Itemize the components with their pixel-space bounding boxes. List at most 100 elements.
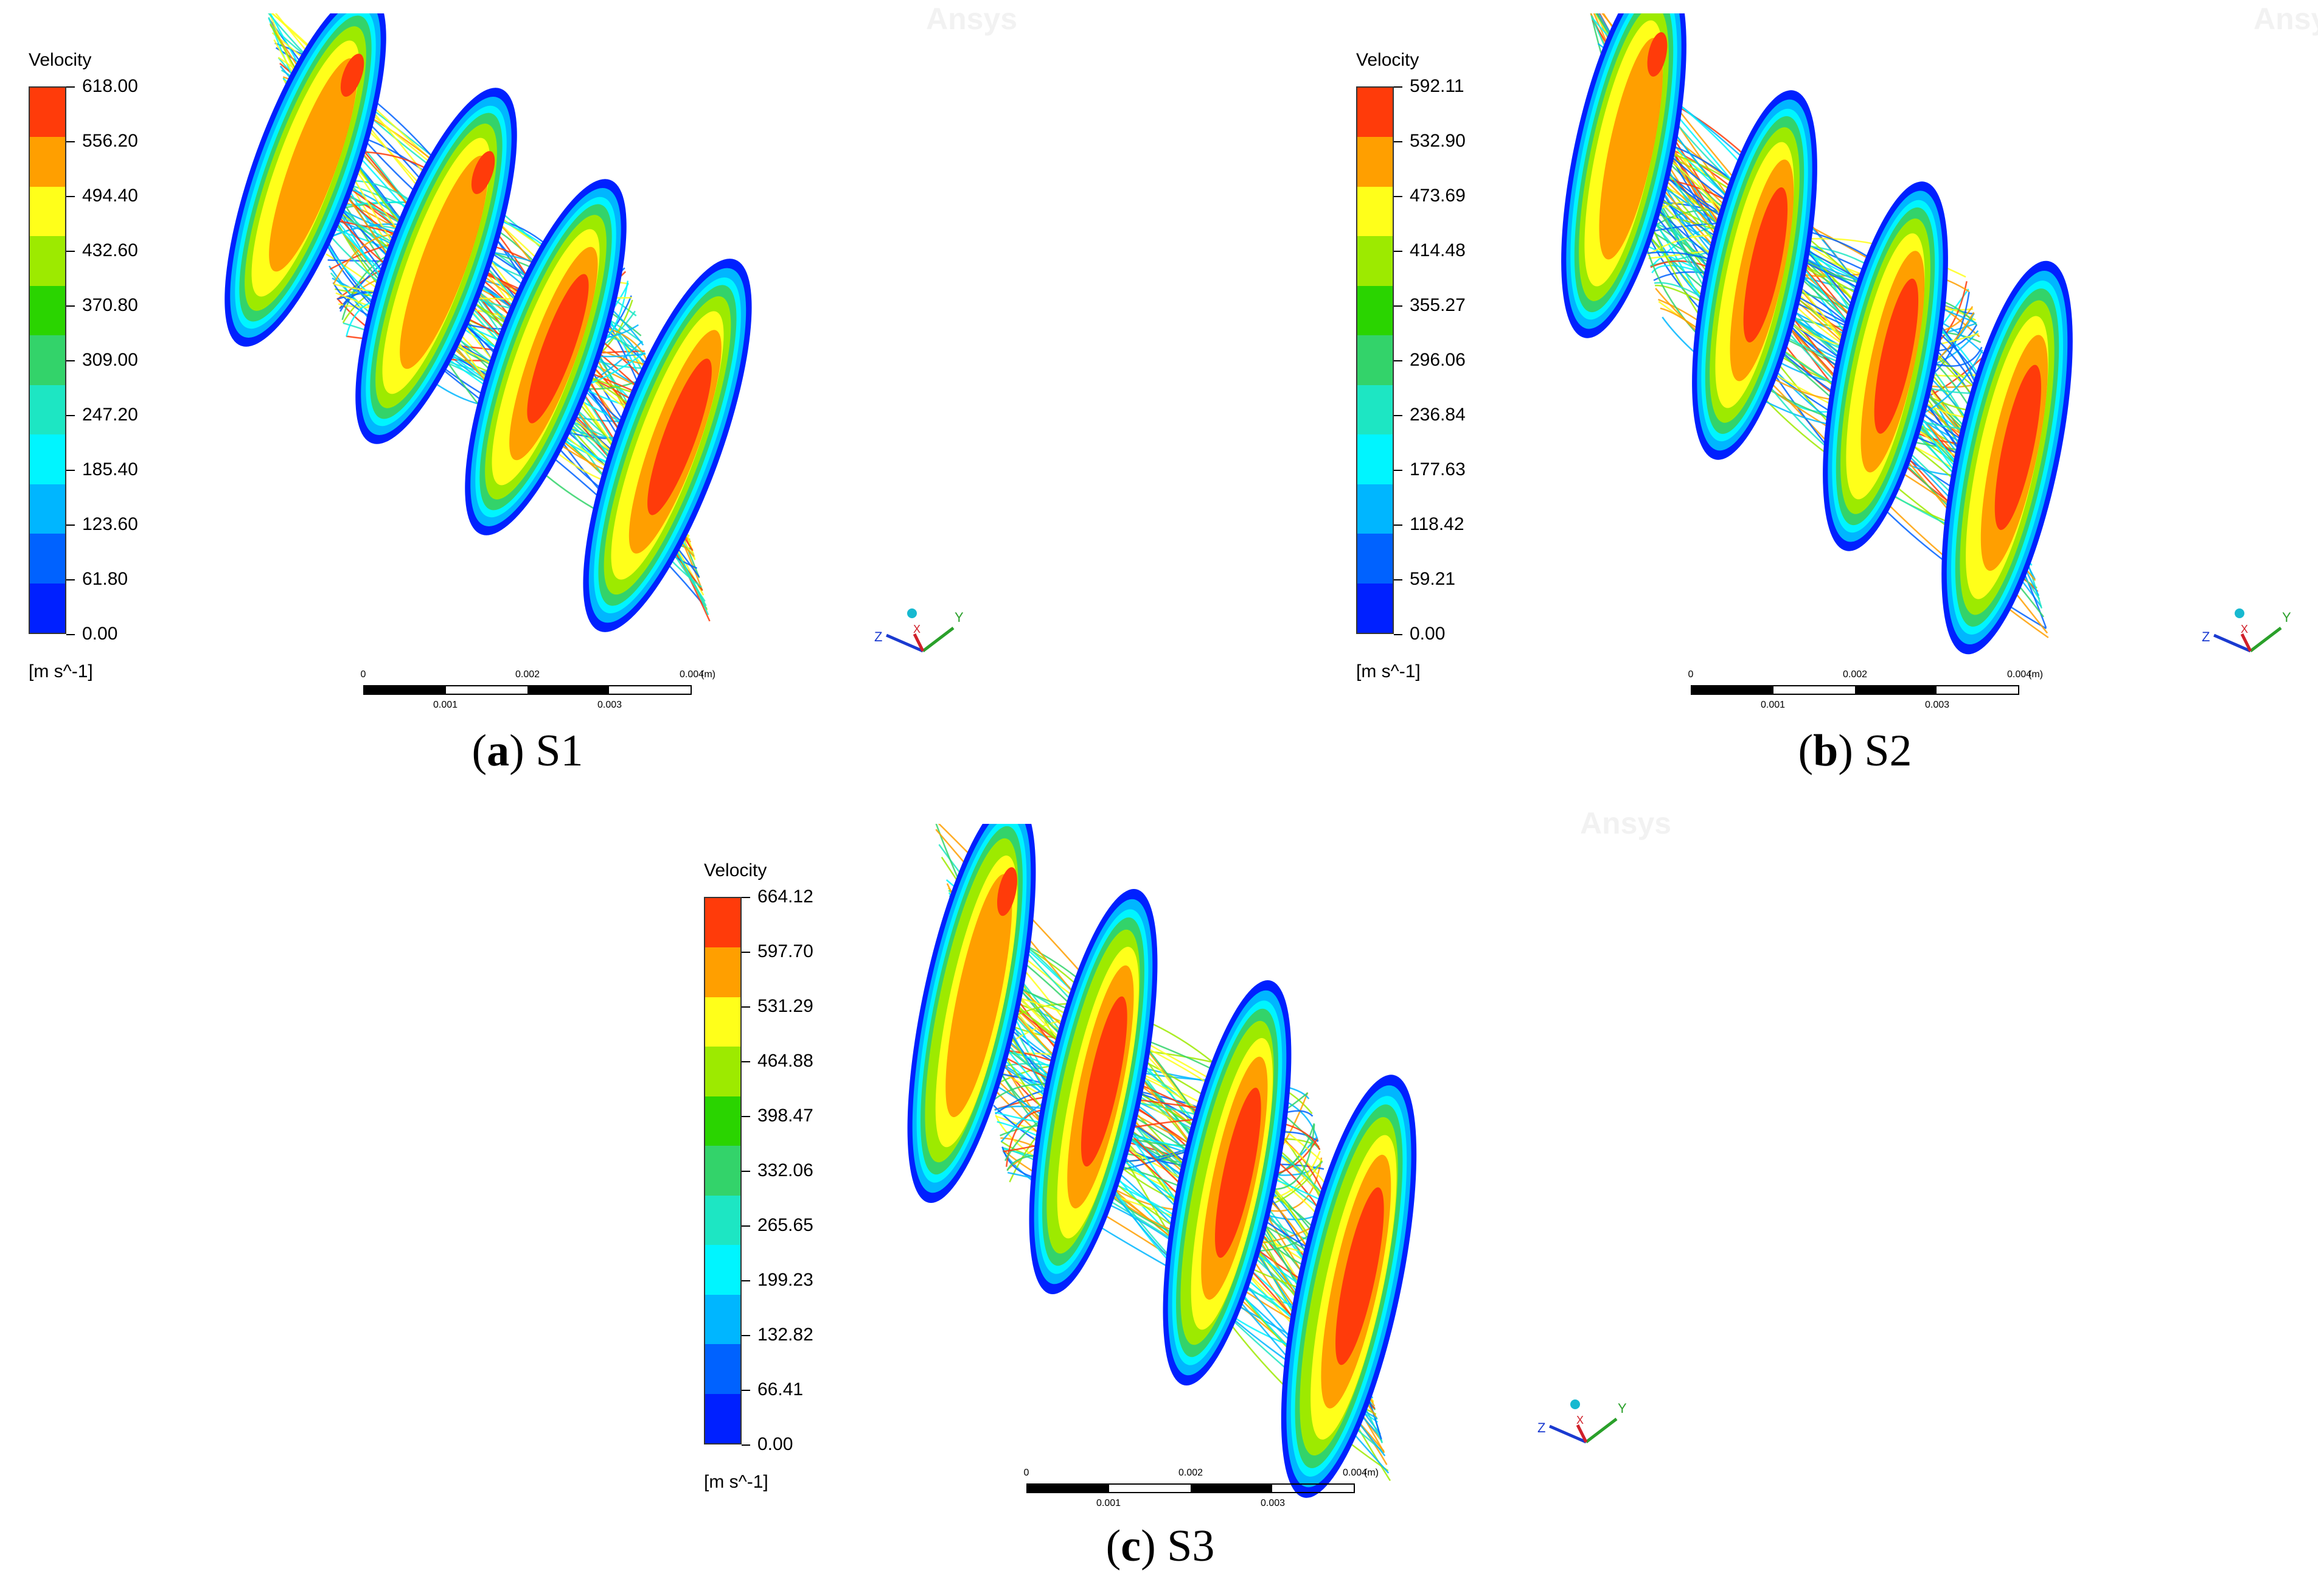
velocity-contour-disc [1941, 260, 2073, 655]
legend-color-band [30, 434, 65, 484]
legend-color-band [1357, 186, 1393, 237]
axis-x-label: X [1576, 1414, 1584, 1426]
scale-label: 0.004 [679, 669, 705, 680]
legend-color-band [705, 1146, 740, 1196]
streamline [994, 1106, 1323, 1176]
axis-triad-icon: Y Z X [1537, 1399, 1627, 1444]
legend-title: Velocity [704, 860, 767, 880]
legend-color-band [705, 1195, 740, 1246]
axis-x-label: X [2241, 623, 2248, 635]
caption-letter: a [487, 726, 510, 776]
legend-title: Velocity [29, 50, 92, 70]
legend-tick: 592.11 [1394, 76, 1464, 97]
legend-color-band [30, 88, 65, 138]
legend-tick: 532.90 [1394, 131, 1466, 152]
caption-letter: b [1813, 726, 1839, 776]
legend-tick: 355.27 [1394, 295, 1466, 316]
legend-color-band [705, 1047, 740, 1096]
scale-bar: 0 0.002 0.004 (m) 0.001 0.003 [1024, 1468, 1379, 1510]
legend-color-band [30, 236, 65, 286]
axis-z-label: Z [874, 629, 882, 644]
axis-y-label: Y [2282, 610, 2291, 625]
legend-color-band [30, 534, 65, 584]
legend-tick: 370.80 [66, 295, 138, 316]
caption-letter: c [1121, 1521, 1141, 1571]
velocity-contour-disc [1281, 1075, 1417, 1498]
caption-label: S3 [1167, 1521, 1215, 1571]
scale-unit: (m) [2028, 669, 2043, 680]
legend-tick: 0.00 [742, 1434, 793, 1455]
panel-s2: Velocity 592.11 532.90 473.69 414.48 355… [1356, 2, 2318, 776]
legend-tick: 236.84 [1394, 405, 1466, 425]
legend-tick: 556.20 [66, 131, 138, 152]
streamline [982, 1049, 1318, 1176]
legend-color-band [705, 1294, 740, 1345]
scale-bar-segments [1026, 1483, 1355, 1493]
streamline [1629, 175, 2024, 531]
watermark: Ansys [926, 2, 1018, 36]
streamline [984, 1019, 1374, 1403]
legend-tick: 199.23 [742, 1270, 813, 1291]
panel-caption: (c) S3 [1105, 1521, 1215, 1571]
legend-tick: 123.60 [66, 514, 138, 535]
scale-label: 0.004 [1342, 1468, 1368, 1478]
scale-unit: (m) [1364, 1468, 1379, 1478]
scale-label: 0.001 [1760, 700, 1786, 710]
legend-tick: 473.69 [1394, 186, 1466, 206]
velocity-contour-disc [1561, 13, 1686, 338]
legend-tick: 0.00 [66, 624, 117, 644]
color-legend-bar [1356, 86, 1394, 634]
axis-y-label: Y [1618, 1401, 1627, 1416]
velocity-contour-disc [224, 13, 386, 347]
legend-title: Velocity [1356, 50, 1419, 70]
color-legend-bar [29, 86, 66, 634]
legend-tick: 309.00 [66, 350, 138, 371]
legend-tick: 118.42 [1394, 514, 1464, 535]
streamline-scene [224, 13, 752, 632]
scale-label: 0.002 [1842, 669, 1868, 680]
legend-color-band [30, 335, 65, 385]
legend-color-band [30, 583, 65, 633]
legend-color-band [705, 1393, 740, 1443]
streamline-scene [907, 824, 1417, 1498]
legend-color-band [1357, 385, 1393, 435]
streamline [283, 78, 660, 413]
legend-tick: 0.00 [1394, 624, 1445, 644]
legend-color-band [1357, 434, 1393, 484]
legend-tick: 531.29 [742, 996, 813, 1017]
streamline [1003, 1117, 1321, 1152]
scale-bar-segments [363, 685, 692, 695]
legend-tick: 185.40 [66, 459, 138, 480]
axis-triad-icon: Y Z X [874, 608, 964, 653]
panel-caption: (b) S2 [1798, 726, 1912, 776]
velocity-contour-disc [465, 179, 627, 535]
streamline [1609, 92, 1997, 411]
axis-y-label: Y [955, 610, 964, 625]
legend-ticks: 592.11 532.90 473.69 414.48 355.27 296.0… [1394, 76, 1516, 644]
scale-bar-segments [1691, 685, 2019, 695]
legend-color-band [1357, 137, 1393, 187]
streamline [968, 985, 1328, 1187]
scale-bar: 0 0.002 0.004 (m) 0.001 0.003 [361, 669, 715, 712]
axis-triad-icon: Y Z X [2202, 608, 2291, 653]
legend-color-band [30, 484, 65, 534]
legend-units: [m s^-1] [704, 1472, 768, 1492]
axis-z-label: Z [1537, 1420, 1545, 1435]
legend-tick: 398.47 [742, 1106, 813, 1126]
scale-label: 0.001 [433, 700, 458, 710]
streamline [310, 189, 665, 432]
watermark: Ansys [1580, 806, 1672, 840]
legend-tick: 66.41 [742, 1379, 803, 1400]
streamline [968, 984, 1334, 1210]
legend-tick: 664.12 [742, 887, 813, 907]
legend-tick: 59.21 [1394, 569, 1455, 590]
legend-tick: 464.88 [742, 1051, 813, 1072]
legend-color-band [1357, 534, 1393, 584]
streamline-scene [1561, 13, 2073, 655]
velocity-contour-disc [583, 259, 752, 632]
scale-label: 0.004 [2006, 669, 2032, 680]
streamline [979, 1003, 1342, 1250]
caption-label: S1 [535, 726, 583, 776]
velocity-contour-disc [1823, 181, 1948, 551]
panel-s3: Velocity 664.12 597.70 531.29 464.88 398… [704, 806, 1696, 1578]
